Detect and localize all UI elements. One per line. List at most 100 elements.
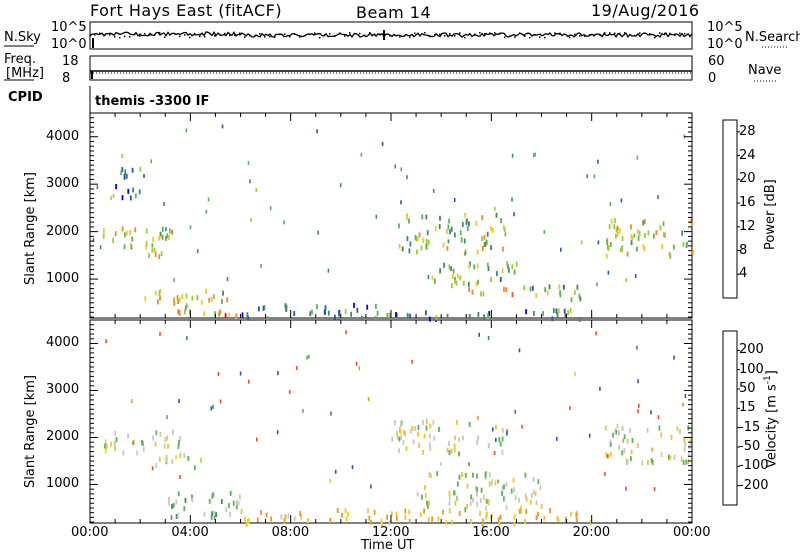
scatter-cell bbox=[154, 441, 157, 447]
scatter-cell bbox=[102, 228, 105, 234]
scatter-cell bbox=[158, 254, 161, 260]
scatter-cell bbox=[361, 316, 363, 321]
scatter-cell bbox=[468, 287, 471, 293]
noise-search-point bbox=[264, 36, 266, 38]
scatter-cell bbox=[191, 494, 193, 500]
scatter-cell bbox=[607, 270, 610, 275]
scatter-cell bbox=[466, 483, 469, 489]
scatter-cell bbox=[338, 314, 340, 320]
noise-search-point bbox=[234, 34, 236, 36]
scatter-cell bbox=[114, 446, 116, 452]
scatter-cell bbox=[518, 497, 520, 503]
scatter-cell bbox=[520, 508, 523, 514]
noise-search-point bbox=[204, 35, 206, 38]
scatter-cell bbox=[606, 244, 609, 250]
scatter-cell bbox=[171, 459, 174, 465]
scatter-cell bbox=[344, 508, 347, 514]
noise-search-point bbox=[544, 36, 546, 39]
scatter-cell bbox=[575, 512, 578, 518]
scatter-cell bbox=[205, 209, 208, 214]
scatter-cell bbox=[404, 508, 407, 514]
nsky-tick-top: 10^5 bbox=[51, 20, 87, 35]
scatter-cell bbox=[193, 465, 196, 471]
noise-search-point bbox=[129, 35, 131, 38]
scatter-cell bbox=[607, 245, 610, 251]
noise-search-point bbox=[144, 32, 146, 35]
cpid-label: CPID bbox=[8, 90, 43, 105]
scatter-cell bbox=[447, 224, 450, 230]
scatter-cell bbox=[506, 261, 508, 266]
scatter-cell bbox=[643, 219, 646, 224]
scatter-cell bbox=[236, 500, 238, 506]
scatter-cell bbox=[156, 299, 159, 305]
scatter-cell bbox=[513, 487, 516, 493]
scatter-cell bbox=[524, 472, 527, 478]
freq-panel-frame bbox=[89, 55, 693, 81]
scatter-cell bbox=[161, 226, 164, 232]
scatter-cell bbox=[386, 313, 389, 318]
noise-search-point bbox=[379, 33, 381, 35]
scatter-cell bbox=[499, 277, 502, 282]
scatter-cell bbox=[470, 518, 472, 524]
scatter-cell bbox=[324, 309, 326, 315]
scatter-cell bbox=[544, 287, 547, 293]
scatter-cell bbox=[470, 494, 473, 500]
scatter-cell bbox=[625, 486, 627, 491]
scatter-cell bbox=[127, 188, 130, 194]
scatter-cell bbox=[414, 426, 417, 432]
scatter-cell bbox=[104, 439, 107, 445]
scatter-cell bbox=[498, 437, 501, 443]
scatter-cell bbox=[488, 472, 491, 478]
scatter-cell bbox=[684, 394, 687, 398]
scatter-cell bbox=[411, 359, 413, 364]
scatter-cell bbox=[412, 439, 415, 445]
noise-search-point bbox=[174, 33, 176, 35]
scatter-cell bbox=[535, 515, 538, 521]
noise-search-point bbox=[449, 32, 451, 35]
scatter-cell bbox=[92, 238, 95, 242]
scatter-cell bbox=[425, 425, 428, 431]
scatter-cell bbox=[145, 228, 148, 234]
scatter-cell bbox=[421, 214, 424, 220]
noise-search-point bbox=[104, 34, 106, 36]
scatter-cell bbox=[525, 496, 528, 502]
scatter-cell bbox=[208, 297, 211, 303]
scatter-cell bbox=[440, 462, 442, 466]
scatter-cell bbox=[293, 515, 296, 521]
velocity-colorbar-frame bbox=[722, 330, 738, 506]
scatter-cell bbox=[482, 518, 484, 524]
scatter-cell bbox=[537, 511, 539, 517]
velocity-panel-frame bbox=[89, 319, 693, 524]
scatter-cell bbox=[229, 490, 232, 496]
scatter-cell bbox=[479, 498, 482, 504]
noise-search-point bbox=[419, 34, 421, 37]
scatter-cell bbox=[685, 243, 688, 248]
noise-search-point bbox=[399, 36, 401, 38]
scatter-cell bbox=[409, 241, 412, 247]
scatter-cell bbox=[288, 390, 291, 394]
noise-search-point bbox=[454, 35, 456, 37]
scatter-cell bbox=[625, 278, 627, 283]
scatter-cell bbox=[258, 306, 260, 312]
scatter-cell bbox=[491, 228, 494, 233]
scatter-cell bbox=[179, 475, 181, 479]
nsearch-tick-bottom: 10^0 bbox=[707, 37, 743, 52]
scatter-cell bbox=[428, 500, 430, 506]
scatter-cell bbox=[241, 312, 244, 318]
scatter-cell bbox=[472, 497, 474, 503]
scatter-cell bbox=[461, 472, 463, 477]
scatter-cell bbox=[256, 517, 259, 523]
scatter-cell bbox=[277, 371, 279, 376]
velocity-colorbar-tick-label: 200 bbox=[739, 342, 764, 358]
scatter-cell bbox=[155, 463, 158, 468]
scatter-cell bbox=[687, 459, 690, 465]
noise-search-point bbox=[179, 35, 181, 38]
scatter-cell bbox=[172, 429, 174, 435]
scatter-cell bbox=[425, 419, 428, 425]
scatter-cell bbox=[367, 508, 369, 514]
scatter-cell bbox=[499, 441, 502, 447]
scatter-cell bbox=[456, 419, 458, 425]
scatter-cell bbox=[456, 273, 459, 279]
scatter-cell bbox=[477, 415, 479, 420]
scatter-cell bbox=[573, 290, 576, 296]
